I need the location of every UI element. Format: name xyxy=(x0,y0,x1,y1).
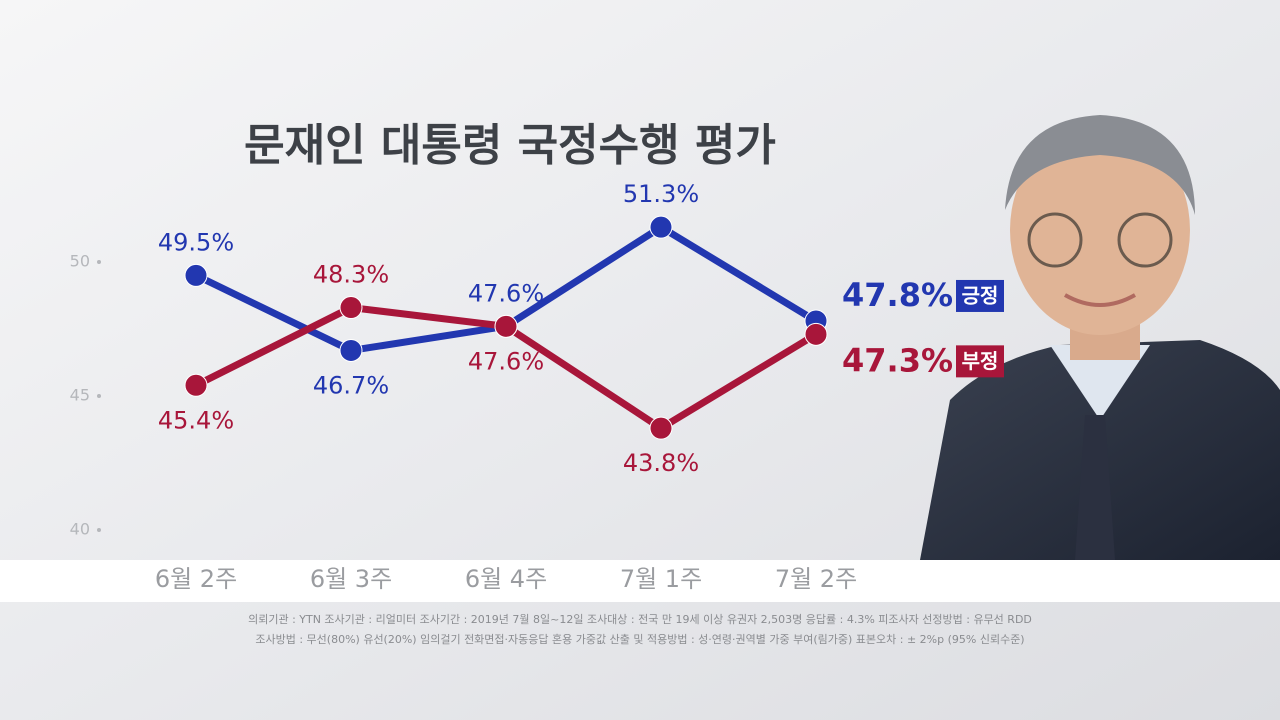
footnote: 조사방법 : 무선(80%) 유선(20%) 임의걸기 전화면접·자동응답 혼용… xyxy=(255,633,1024,646)
value-label: 47.6% xyxy=(468,347,544,375)
portrait xyxy=(920,115,1280,560)
value-label: 46.7% xyxy=(313,371,389,399)
value-label: 47.3% xyxy=(842,341,953,379)
chart-title: 문재인 대통령 국정수행 평가 xyxy=(244,120,776,171)
data-point xyxy=(339,296,363,320)
data-point xyxy=(184,373,208,397)
x-tick-label: 6월 2주 xyxy=(155,565,237,593)
data-point xyxy=(184,263,208,287)
tick-mark xyxy=(97,260,101,264)
value-label: 47.8% xyxy=(842,276,953,314)
footnote: 의뢰기관 : YTN 조사기관 : 리얼미터 조사기간 : 2019년 7월 8… xyxy=(248,612,1032,626)
y-tick-label: 50 xyxy=(70,252,90,271)
value-label: 43.8% xyxy=(623,449,699,477)
y-tick-label: 45 xyxy=(70,386,90,405)
tick-mark xyxy=(97,528,101,532)
value-label: 51.3% xyxy=(623,180,699,208)
value-label: 48.3% xyxy=(313,261,389,289)
data-point xyxy=(804,322,828,346)
legend-swatch xyxy=(956,345,1004,378)
tick-mark xyxy=(97,394,101,398)
legend-label: 긍정 xyxy=(962,283,999,307)
data-point xyxy=(649,215,673,239)
data-point xyxy=(649,416,673,440)
x-tick-label: 6월 3주 xyxy=(310,565,392,593)
data-point xyxy=(339,338,363,362)
x-tick-label: 7월 2주 xyxy=(775,565,857,593)
y-tick-label: 40 xyxy=(70,520,90,539)
legend-label: 부정 xyxy=(962,349,999,373)
data-point xyxy=(494,314,518,338)
category-band xyxy=(0,560,1280,602)
value-label: 49.5% xyxy=(158,228,234,256)
x-tick-label: 7월 1주 xyxy=(620,565,702,593)
x-tick-label: 6월 4주 xyxy=(465,565,547,593)
value-label: 47.6% xyxy=(468,279,544,307)
value-label: 45.4% xyxy=(158,406,234,434)
legend-swatch xyxy=(956,279,1004,312)
